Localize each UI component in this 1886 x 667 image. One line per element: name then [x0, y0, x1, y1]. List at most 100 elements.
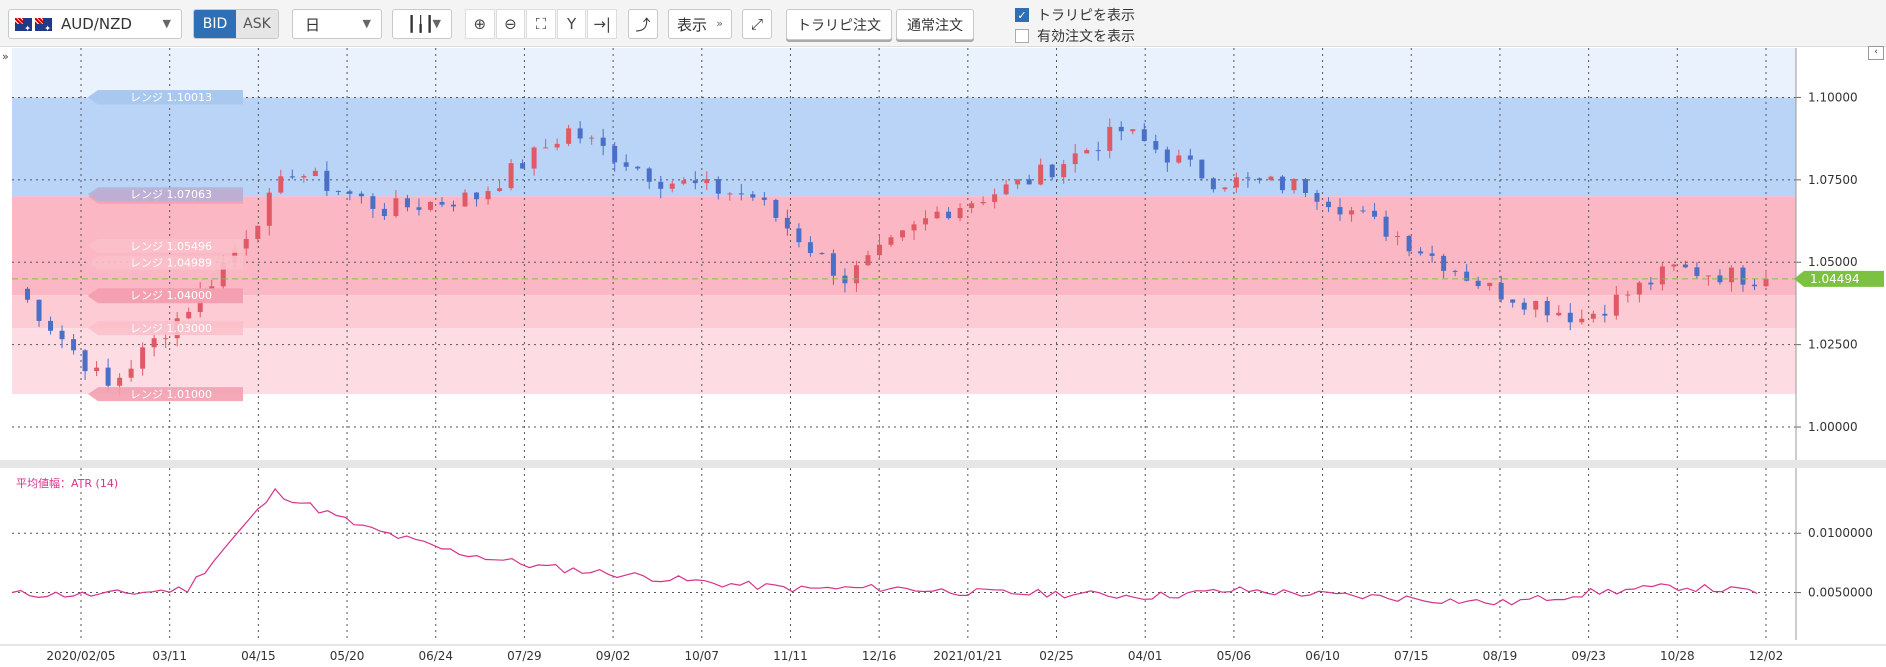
candle-body	[1395, 235, 1401, 237]
display-menu-button[interactable]: 表示 »	[668, 9, 732, 39]
candle-body	[531, 147, 537, 169]
candle-body	[807, 242, 813, 254]
candle-body	[128, 368, 134, 378]
candle-body	[1487, 282, 1493, 287]
currency-pair-select[interactable]: AUD/NZD ▼	[8, 9, 182, 39]
candlestick-icon: ┃╽┃	[407, 15, 435, 33]
candle-body	[1372, 210, 1378, 217]
candle-body	[439, 201, 445, 205]
y-axis-lock-icon[interactable]: Y	[556, 9, 587, 39]
candle-body	[669, 183, 675, 189]
x-tick-label: 08/19	[1483, 649, 1518, 663]
x-tick-label: 02/25	[1039, 649, 1074, 663]
candle-body	[117, 377, 123, 386]
candle-body	[1429, 253, 1435, 256]
y-tick-label: 1.00000	[1808, 420, 1858, 434]
pane-separator	[0, 460, 1886, 468]
candle-body	[1130, 129, 1136, 132]
chart-toolbar: AUD/NZD ▼ BID ASK 日 ▼ ┃╽┃ ▼ ⊕ ⊖ ⛶ Y →| ⤴…	[0, 0, 1886, 47]
candle-body	[934, 211, 940, 219]
australia-flag-icon	[15, 17, 32, 33]
candle-body	[1556, 312, 1562, 316]
range-label-tag	[88, 90, 243, 105]
x-tick-label: 06/10	[1305, 649, 1340, 663]
candle-body	[163, 338, 169, 340]
range-band	[12, 295, 1796, 329]
fit-screen-icon[interactable]: ⛶	[526, 9, 556, 39]
candle-body	[427, 201, 433, 210]
x-tick-label: 12/16	[862, 649, 897, 663]
candle-body	[796, 228, 802, 243]
x-tick-label: 09/23	[1571, 649, 1606, 663]
fullscreen-button[interactable]: ⤢	[742, 9, 772, 39]
candle-body	[704, 179, 710, 184]
candle-body	[1671, 264, 1677, 267]
candle-body	[692, 180, 698, 184]
candle-body	[658, 181, 664, 189]
candle-body	[819, 253, 825, 255]
x-tick-label: 04/15	[241, 649, 276, 663]
candle-body	[1418, 251, 1424, 254]
candle-body	[1291, 179, 1297, 191]
candle-body	[94, 367, 100, 372]
candle-body	[1682, 264, 1688, 268]
candle-body	[1590, 313, 1596, 319]
candle-body	[900, 230, 906, 238]
candle-body	[1694, 267, 1700, 276]
new-zealand-flag-icon	[35, 17, 52, 33]
candle-body	[876, 244, 882, 256]
candle-body	[992, 194, 998, 202]
trarip-order-button[interactable]: トラリピ注文	[786, 9, 892, 40]
ask-button[interactable]: ASK	[236, 10, 278, 38]
candle-body	[278, 176, 284, 193]
show-trarip-checkbox[interactable]: ✓ トラリピを表示	[1015, 5, 1135, 25]
candle-body	[301, 175, 307, 178]
currency-pair-label: AUD/NZD	[61, 15, 132, 33]
chart-type-select[interactable]: ┃╽┃ ▼	[392, 9, 452, 39]
candle-body	[646, 168, 652, 182]
range-label-text: レンジ 1.05496	[130, 240, 212, 253]
x-tick-label: 09/02	[596, 649, 631, 663]
candle-body	[1533, 300, 1539, 310]
collapse-panel-icon[interactable]: ‹	[1868, 46, 1884, 60]
candle-body	[612, 145, 618, 163]
candle-body	[1233, 177, 1239, 188]
candle-body	[1176, 155, 1182, 163]
candle-body	[727, 193, 733, 195]
jump-to-latest-icon[interactable]: →|	[587, 9, 617, 39]
show-valid-orders-checkbox[interactable]: 有効注文を表示	[1015, 26, 1135, 46]
range-label-tag	[88, 288, 243, 303]
expand-sidebar-icon[interactable]: »	[2, 50, 9, 63]
indicator-add-button[interactable]: ⤴	[628, 9, 658, 39]
candle-body	[370, 196, 376, 209]
candle-body	[566, 128, 572, 144]
candle-body	[508, 163, 514, 189]
candle-body	[888, 237, 894, 245]
candle-body	[59, 330, 65, 340]
bid-button[interactable]: BID	[194, 10, 236, 38]
range-label-tag	[88, 321, 243, 336]
candle-body	[1256, 178, 1262, 180]
candle-body	[577, 128, 583, 139]
candle-body	[589, 137, 595, 139]
candle-body	[1326, 201, 1331, 208]
candle-body	[1636, 282, 1642, 295]
candle-body	[186, 311, 192, 319]
candle-body	[980, 201, 986, 204]
range-label-text: レンジ 1.03000	[130, 322, 212, 335]
normal-order-button[interactable]: 通常注文	[896, 9, 974, 40]
x-tick-label: 07/29	[507, 649, 542, 663]
candle-body	[1475, 280, 1481, 287]
x-tick-label: 04/01	[1128, 649, 1163, 663]
candle-body	[255, 225, 261, 239]
zoom-out-icon[interactable]: ⊖	[495, 9, 526, 39]
candle-body	[1210, 178, 1216, 190]
zoom-in-icon[interactable]: ⊕	[465, 9, 495, 39]
candle-body	[1337, 207, 1343, 215]
candle-body	[474, 192, 480, 200]
period-select[interactable]: 日 ▼	[292, 9, 382, 39]
candle-body	[289, 176, 295, 178]
candle-body	[1268, 176, 1274, 180]
candle-body	[462, 192, 468, 207]
